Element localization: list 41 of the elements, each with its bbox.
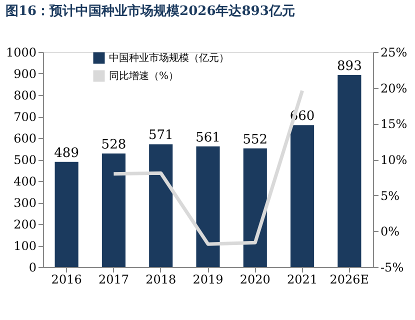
data-label: 893 [337,59,362,74]
y2-tick-label: 25% [380,46,408,60]
y-tick-label: 100 [14,239,36,253]
bar [102,153,126,267]
y-tick-label: 900 [14,67,36,81]
y-tick-label: 400 [14,174,36,188]
y2-tick-label: -5% [380,260,404,274]
data-label: 489 [54,146,79,161]
y-tick-label: 500 [14,153,36,167]
bar [196,146,220,267]
x-tick-label: 2016 [51,272,82,286]
y2-tick-label: 15% [380,117,408,132]
y-tick-label: 600 [14,132,36,146]
y2-tick-label: 10% [380,153,408,167]
data-label: 528 [101,137,126,152]
x-tick-label: 2021 [287,272,318,286]
x-tick-label: 2026E [330,272,370,286]
data-label: 552 [242,132,268,148]
y-tick-label: 200 [14,218,36,232]
data-label: 561 [196,130,220,146]
legend-label: 同比增速（%） [109,70,179,82]
y-tick-label: 800 [14,88,36,102]
y-tick-label: 700 [14,110,36,124]
y-tick-label: 1000 [6,46,36,60]
legend-label: 中国种业市场规模（亿元） [109,52,229,64]
bar [54,162,78,267]
chart-title: 图16：预计中国种业市场规模2026年达893亿元 [5,3,295,19]
y2-tick-label: 5% [380,188,400,203]
bar [243,148,267,267]
bar [338,75,362,267]
x-tick-label: 2020 [240,272,270,286]
x-tick-label: 2019 [192,272,224,286]
y2-tick-label: 0% [380,224,400,239]
bar [290,125,314,267]
x-tick-label: 2018 [146,272,176,286]
bar [149,144,173,267]
x-tick-label: 2017 [98,272,129,286]
y2-tick-label: 20% [380,81,408,96]
y-tick-label: 300 [14,196,36,210]
data-label: 571 [148,128,174,144]
y-tick-label: 0 [28,260,36,274]
